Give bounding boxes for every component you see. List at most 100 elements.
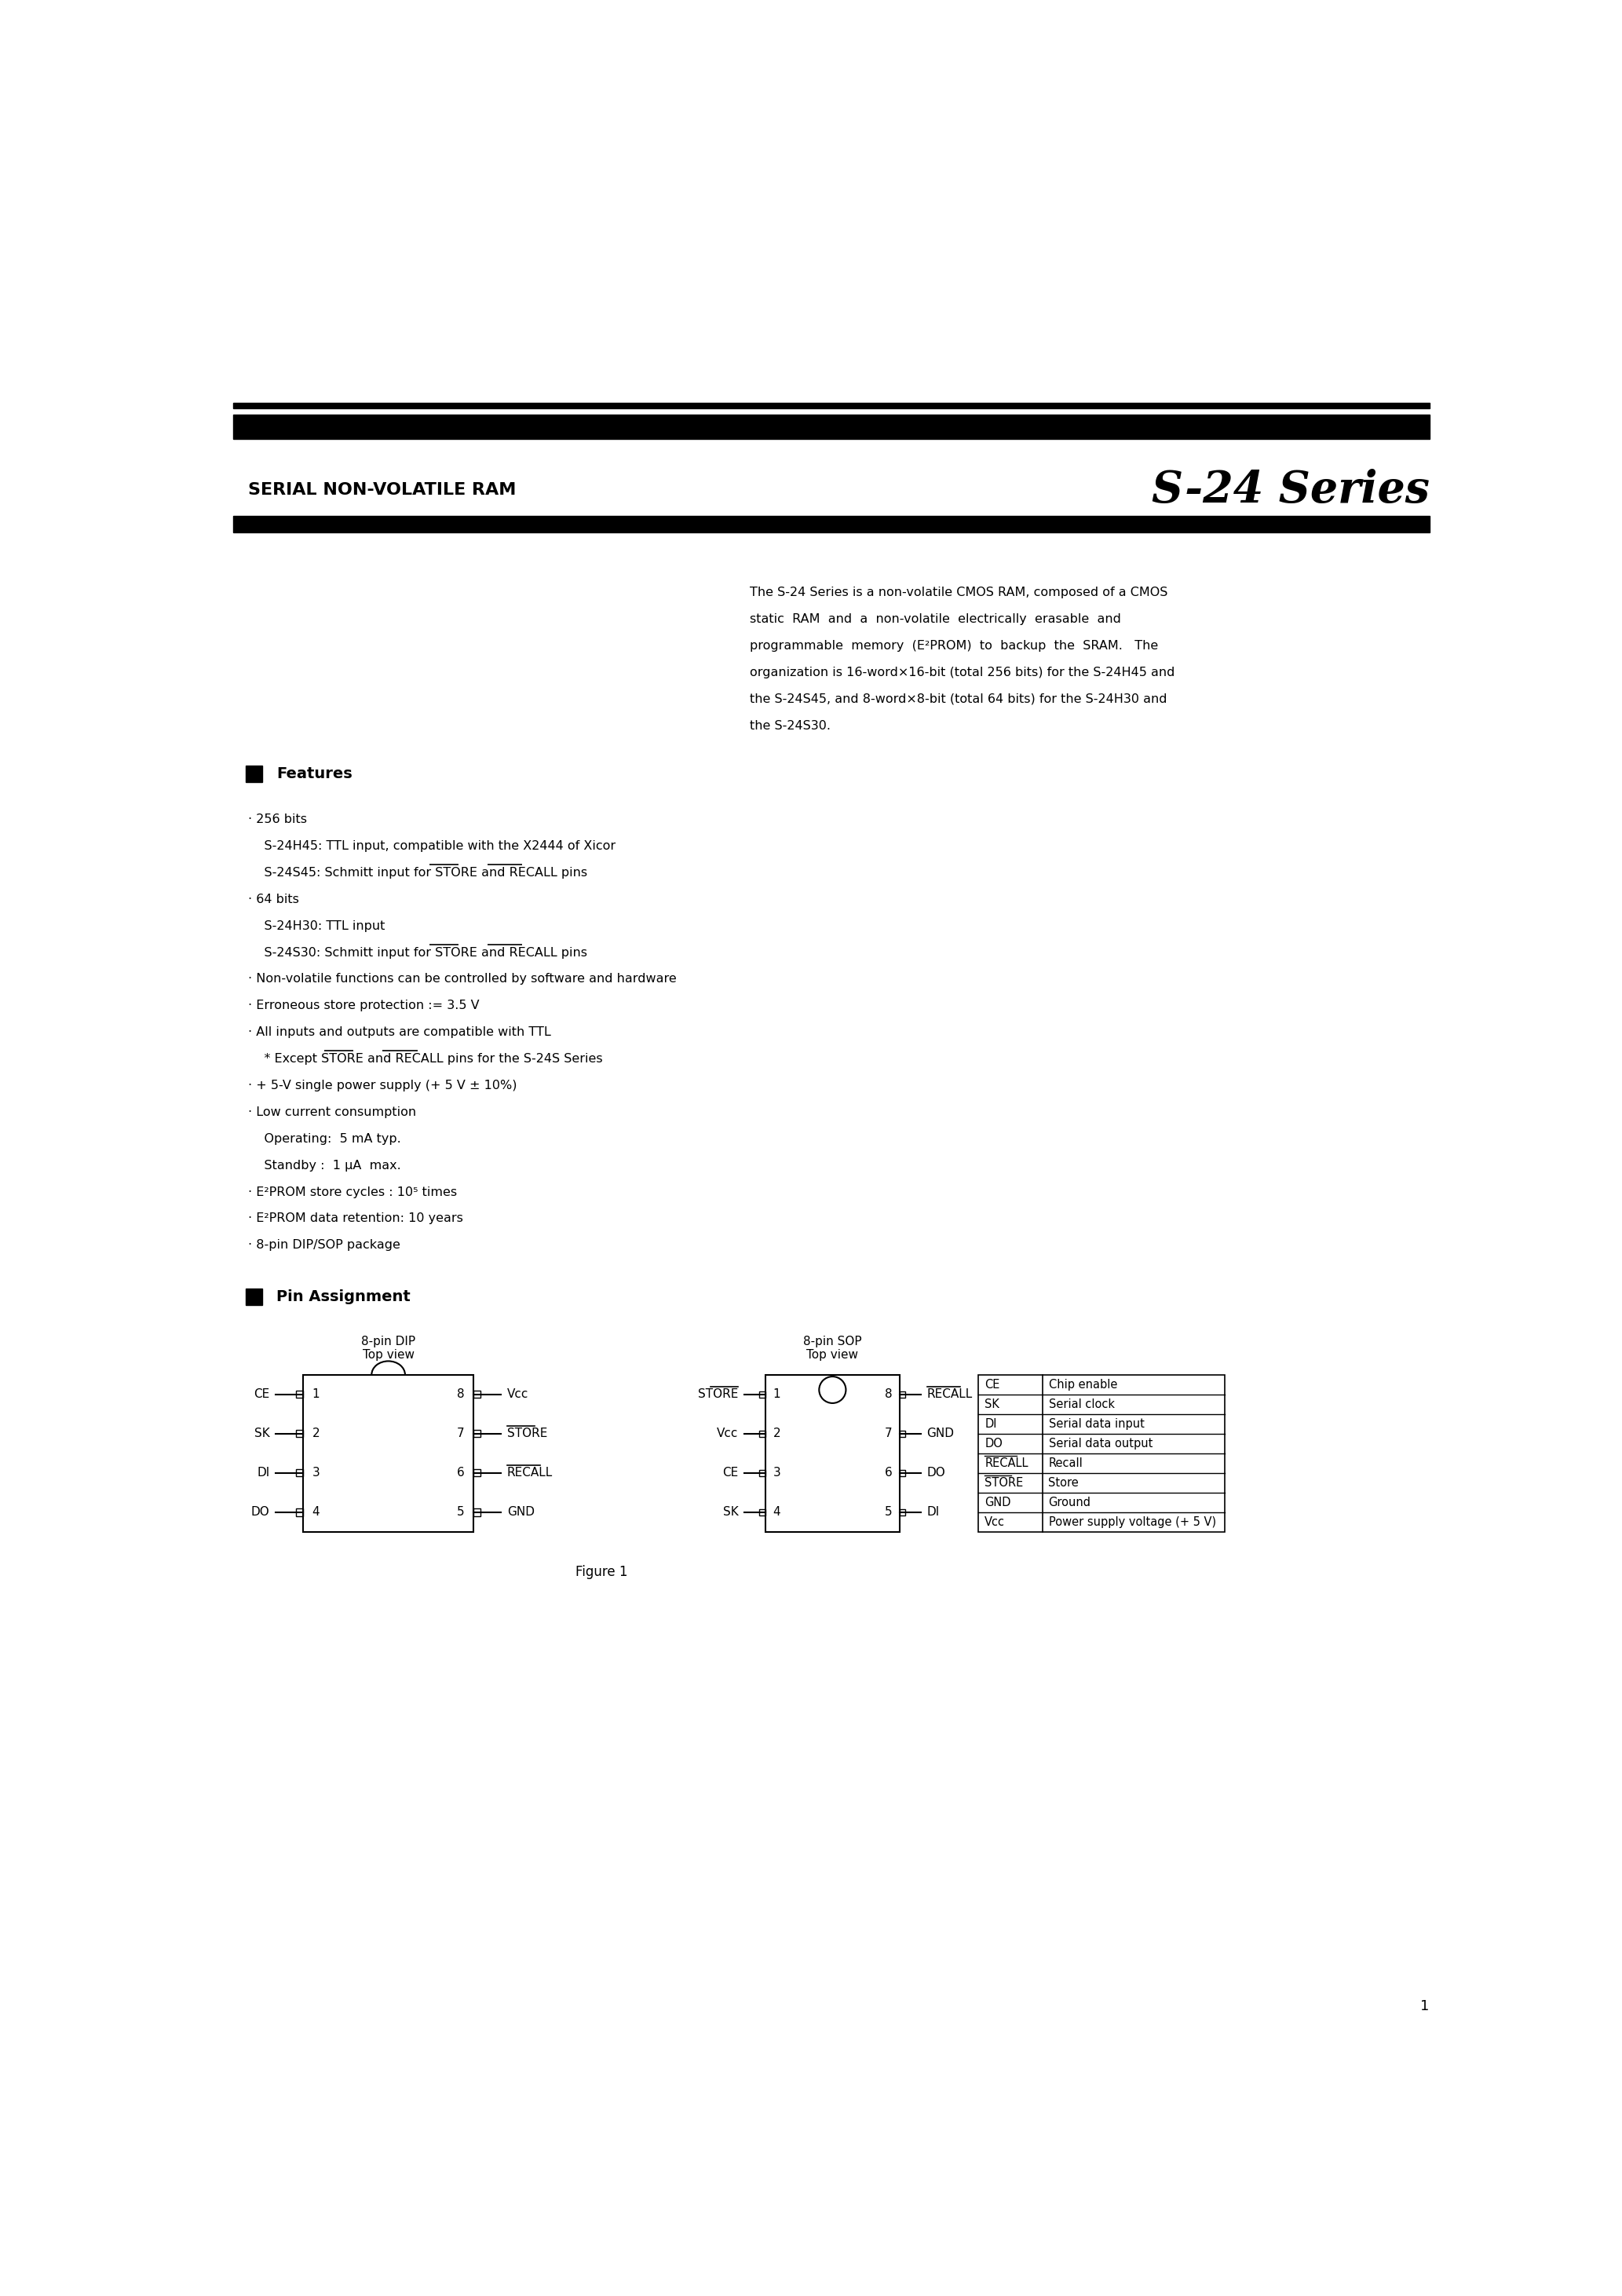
Text: CE: CE [985,1378,999,1391]
Text: Operating:  5 mA typ.: Operating: 5 mA typ. [248,1132,401,1146]
Text: SK: SK [723,1506,738,1518]
Bar [759,1508,766,1515]
Text: 8-pin SOP
Top view: 8-pin SOP Top view [803,1336,861,1362]
Text: · Low current consumption: · Low current consumption [248,1107,417,1118]
Bar [474,1508,480,1515]
Text: 7: 7 [884,1428,892,1440]
Text: 2: 2 [313,1428,320,1440]
Text: the S-24S30.: the S-24S30. [749,721,830,732]
Bar [900,1430,905,1437]
Text: STORE: STORE [697,1389,738,1401]
Text: programmable  memory  (E²PROM)  to  backup  the  SRAM.   The: programmable memory (E²PROM) to backup t… [749,641,1158,652]
Text: the S-24S45, and 8-word×8-bit (total 64 bits) for the S-24H30 and: the S-24S45, and 8-word×8-bit (total 64 … [749,693,1166,705]
Text: · + 5-V single power supply (+ 5 V ± 10%): · + 5-V single power supply (+ 5 V ± 10%… [248,1079,517,1091]
Text: STORE: STORE [508,1428,547,1440]
Bar [234,416,1429,439]
Text: DI: DI [985,1419,998,1430]
Text: SK: SK [255,1428,269,1440]
Text: static  RAM  and  a  non-volatile  electrically  erasable  and: static RAM and a non-volatile electrical… [749,613,1121,625]
Bar [474,1391,480,1398]
Text: · 64 bits: · 64 bits [248,893,300,905]
Text: · E²PROM data retention: 10 years: · E²PROM data retention: 10 years [248,1212,464,1224]
Text: The S-24 Series is a non-volatile CMOS RAM, composed of a CMOS: The S-24 Series is a non-volatile CMOS R… [749,588,1168,599]
Text: organization is 16-word×16-bit (total 256 bits) for the S-24H45 and: organization is 16-word×16-bit (total 25… [749,666,1174,680]
Text: 8: 8 [457,1389,464,1401]
Text: · 8-pin DIP/SOP package: · 8-pin DIP/SOP package [248,1240,401,1251]
Text: S-24H45: TTL input, compatible with the X2444 of Xicor: S-24H45: TTL input, compatible with the … [248,840,616,852]
Text: 7: 7 [457,1428,464,1440]
Text: Standby :  1 μA  max.: Standby : 1 μA max. [248,1159,401,1171]
Text: RECALL: RECALL [508,1467,553,1479]
Text: Features: Features [276,767,352,781]
Text: RECALL: RECALL [926,1389,973,1401]
Text: DO: DO [926,1467,946,1479]
Text: CE: CE [722,1467,738,1479]
Text: 1: 1 [313,1389,320,1401]
Text: Serial data output: Serial data output [1048,1437,1152,1449]
Bar [295,1469,303,1476]
Circle shape [819,1378,847,1403]
Bar [295,1430,303,1437]
Text: 2: 2 [772,1428,780,1440]
Bar [303,1375,474,1531]
Text: * Except STORE and RECALL pins for the S-24S Series: * Except STORE and RECALL pins for the S… [248,1054,603,1065]
Text: STORE: STORE [985,1476,1023,1488]
Text: · Erroneous store protection := 3.5 V: · Erroneous store protection := 3.5 V [248,999,480,1013]
Bar [245,1288,263,1304]
Bar [234,402,1429,409]
Text: Recall: Recall [1048,1458,1083,1469]
Bar [766,1375,900,1531]
Text: GND: GND [985,1497,1011,1508]
Bar [900,1391,905,1398]
Text: Serial clock: Serial clock [1048,1398,1114,1410]
Text: 4: 4 [313,1506,320,1518]
Text: SERIAL NON-VOLATILE RAM: SERIAL NON-VOLATILE RAM [248,482,516,498]
Text: 5: 5 [884,1506,892,1518]
Text: 6: 6 [884,1467,892,1479]
Text: S-24 Series: S-24 Series [1152,468,1429,512]
Text: 3: 3 [313,1467,320,1479]
Bar [978,1375,1225,1531]
Text: 8: 8 [884,1389,892,1401]
Text: · Non-volatile functions can be controlled by software and hardware: · Non-volatile functions can be controll… [248,974,676,985]
Text: DO: DO [985,1437,1002,1449]
Bar [474,1430,480,1437]
Text: Vcc: Vcc [508,1389,529,1401]
Text: Ground: Ground [1048,1497,1092,1508]
Bar [759,1469,766,1476]
Text: RECALL: RECALL [985,1458,1028,1469]
Bar [295,1391,303,1398]
Bar [900,1469,905,1476]
Text: DI: DI [256,1467,269,1479]
Text: Serial data input: Serial data input [1048,1419,1144,1430]
Text: DO: DO [251,1506,269,1518]
Text: Store: Store [1048,1476,1079,1488]
Text: S-24H30: TTL input: S-24H30: TTL input [248,921,386,932]
Bar [900,1508,905,1515]
Text: 1: 1 [772,1389,780,1401]
Text: Chip enable: Chip enable [1048,1378,1118,1391]
Text: CE: CE [253,1389,269,1401]
Text: 5: 5 [457,1506,464,1518]
Bar [295,1508,303,1515]
Text: GND: GND [926,1428,954,1440]
Text: · All inputs and outputs are compatible with TTL: · All inputs and outputs are compatible … [248,1026,551,1038]
Text: 1: 1 [1421,2000,1429,2014]
Text: Vcc: Vcc [985,1515,1006,1529]
Bar [234,517,1429,533]
Text: · 256 bits: · 256 bits [248,813,307,827]
Text: DI: DI [926,1506,939,1518]
Text: 8-pin DIP
Top view: 8-pin DIP Top view [362,1336,415,1362]
Bar [474,1469,480,1476]
Text: Pin Assignment: Pin Assignment [276,1290,410,1304]
Text: 4: 4 [772,1506,780,1518]
Text: 3: 3 [772,1467,780,1479]
Text: Vcc: Vcc [717,1428,738,1440]
Bar [759,1430,766,1437]
Text: S-24S45: Schmitt input for STORE and RECALL pins: S-24S45: Schmitt input for STORE and REC… [248,868,587,879]
Bar [759,1391,766,1398]
Text: 6: 6 [457,1467,464,1479]
Bar [245,765,263,783]
Text: S-24S30: Schmitt input for STORE and RECALL pins: S-24S30: Schmitt input for STORE and REC… [248,946,587,957]
Text: SK: SK [985,1398,999,1410]
